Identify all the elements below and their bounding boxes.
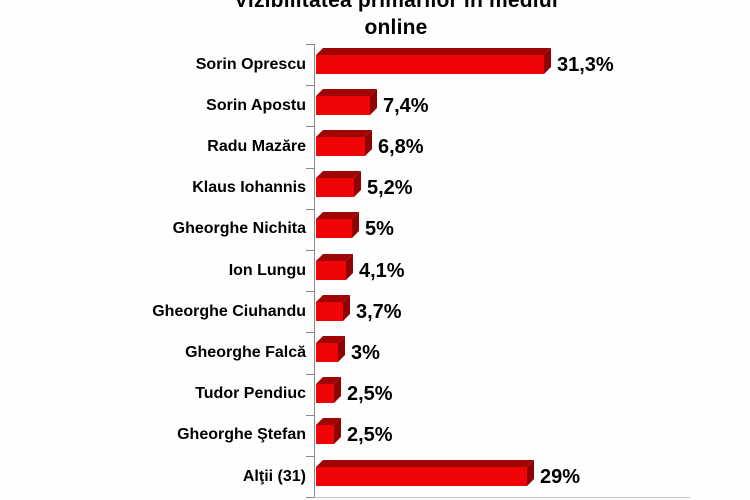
bar-top-face [316, 212, 359, 219]
category-label: Gheorghe Nichita [172, 220, 306, 237]
chart-title: Vizibilitatea primarilor în mediul onlin… [36, 0, 750, 41]
category-axis-tick [306, 168, 314, 169]
bar-top-face [316, 295, 350, 302]
category-axis-tick [306, 209, 314, 210]
bar-1 [316, 48, 551, 74]
bar-end-face [338, 336, 345, 362]
bar-4 [316, 171, 361, 197]
category-axis-tick [306, 44, 314, 45]
value-label: 29% [540, 466, 581, 488]
category-axis-tick [306, 374, 314, 375]
category-label: Radu Mazăre [207, 138, 306, 155]
category-label: Gheorghe Falcă [185, 344, 306, 361]
bar-top-face [316, 377, 341, 384]
bar-10 [316, 418, 341, 444]
value-label: 3,7% [356, 301, 402, 323]
value-label: 6,8% [378, 136, 424, 158]
bar-end-face [334, 418, 341, 444]
bar-8 [316, 336, 345, 362]
category-axis-tick [306, 456, 314, 457]
category-label: Ion Lungu [228, 262, 306, 279]
bar-end-face [370, 89, 377, 115]
bar-top-face [316, 460, 534, 467]
category-axis-tick [306, 126, 314, 127]
category-label: Alţii (31) [242, 468, 306, 485]
bar-top-face [316, 130, 372, 137]
category-axis-tick [306, 332, 314, 333]
value-label: 5,2% [367, 177, 413, 199]
category-axis-tick [306, 497, 314, 498]
bar-front-face [316, 55, 544, 74]
chart-title-line1: Vizibilitatea primarilor în mediul [234, 0, 558, 12]
bar-front-face [316, 384, 334, 403]
bar-end-face [365, 130, 372, 156]
bar-top-face [316, 336, 345, 343]
bar-7 [316, 295, 350, 321]
value-axis-line [314, 497, 690, 498]
bar-top-face [316, 89, 377, 96]
bar-front-face [316, 96, 370, 115]
value-label: 2,5% [347, 424, 393, 446]
bar-5 [316, 212, 359, 238]
chart-title-line2: online [364, 16, 428, 39]
bar-9 [316, 377, 341, 403]
bar-3 [316, 130, 372, 156]
bar-end-face [346, 254, 353, 280]
bar-end-face [544, 48, 551, 74]
bar-front-face [316, 302, 343, 321]
bar-front-face [316, 137, 365, 156]
category-axis-tick [306, 415, 314, 416]
bar-front-face [316, 178, 354, 197]
value-label: 3% [351, 342, 380, 364]
category-label: Sorin Apostu [206, 97, 306, 114]
bar-front-face [316, 219, 352, 238]
category-axis-tick [306, 85, 314, 86]
category-label: Gheorghe Ciuhandu [152, 303, 306, 320]
value-label: 7,4% [383, 95, 429, 117]
category-label: Sorin Oprescu [195, 56, 306, 73]
bar-end-face [334, 377, 341, 403]
value-label: 4,1% [359, 260, 405, 282]
bar-front-face [316, 261, 346, 280]
value-label: 5% [365, 218, 394, 240]
bar-top-face [316, 48, 551, 55]
category-axis-tick [306, 291, 314, 292]
category-axis-tick [306, 250, 314, 251]
bar-end-face [527, 460, 534, 486]
category-label: Klaus Iohannis [192, 179, 306, 196]
bar-top-face [316, 254, 353, 261]
bar-6 [316, 254, 353, 280]
value-label: 2,5% [347, 383, 393, 405]
bar-11 [316, 460, 534, 486]
bar-top-face [316, 418, 341, 425]
bar-end-face [352, 212, 359, 238]
category-label: Tudor Pendiuc [195, 385, 306, 402]
bar-front-face [316, 467, 527, 486]
bar-end-face [343, 295, 350, 321]
bar-front-face [316, 343, 338, 362]
bar-end-face [354, 171, 361, 197]
bar-front-face [316, 425, 334, 444]
bar-2 [316, 89, 377, 115]
bar-top-face [316, 171, 361, 178]
value-label: 31,3% [557, 54, 614, 76]
category-axis-line [314, 44, 315, 498]
category-label: Gheorghe Ştefan [177, 426, 306, 443]
